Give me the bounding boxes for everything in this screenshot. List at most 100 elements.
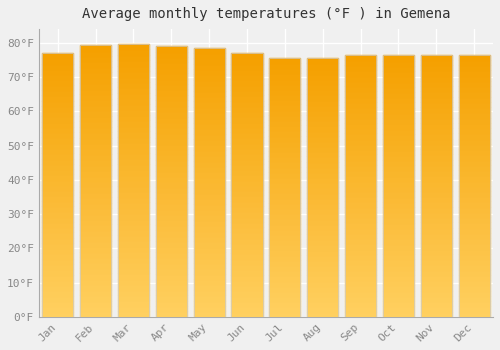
Bar [194,301,224,306]
Bar [345,160,376,165]
Bar [80,257,111,262]
Bar [270,208,300,213]
Bar [270,260,300,265]
Bar [42,296,74,301]
Bar [118,186,149,191]
Bar [270,203,300,208]
Bar [232,253,262,259]
Bar [118,60,149,66]
Bar [345,196,376,202]
Bar [80,301,111,306]
Bar [421,55,452,60]
Bar [232,217,262,222]
Bar [118,289,149,295]
Bar [383,134,414,139]
Bar [270,120,300,125]
Bar [270,281,300,286]
Bar [307,234,338,239]
Bar [307,214,338,218]
Bar [383,265,414,270]
Bar [421,128,452,133]
Bar [270,265,300,270]
Bar [270,239,300,244]
Bar [307,120,338,125]
Bar [307,193,338,198]
Bar [232,106,262,111]
Bar [232,169,262,174]
Bar [42,253,74,259]
Bar [383,160,414,165]
Bar [156,312,187,317]
Bar [118,109,149,115]
Bar [232,121,262,127]
Bar [80,241,111,246]
Bar [156,273,187,279]
Bar [345,128,376,133]
Bar [458,154,490,160]
Bar [421,244,452,248]
Bar [118,279,149,284]
Bar [232,222,262,227]
Bar [42,243,74,248]
Bar [80,290,111,295]
Bar [383,296,414,301]
Bar [345,118,376,123]
Bar [421,133,452,139]
Bar [118,44,149,317]
Bar [383,212,414,217]
Bar [421,191,452,196]
Bar [194,236,224,241]
Bar [307,89,338,94]
Bar [421,123,452,128]
Bar [383,197,414,202]
Bar [42,116,74,121]
Bar [156,295,187,301]
Bar [118,251,149,257]
Bar [42,121,74,127]
Bar [156,198,187,203]
Bar [194,102,224,107]
Bar [118,197,149,202]
Bar [194,172,224,177]
Bar [458,212,490,217]
Bar [118,115,149,120]
Bar [270,84,300,89]
Bar [345,296,376,301]
Bar [118,71,149,77]
Bar [345,312,376,317]
Bar [156,284,187,290]
Bar [383,55,414,317]
Bar [421,296,452,301]
Bar [270,177,300,182]
Bar [156,246,187,252]
Bar [118,230,149,235]
Bar [458,233,490,238]
Bar [194,128,224,134]
Bar [383,103,414,108]
Bar [232,185,262,190]
Bar [270,198,300,203]
Bar [232,296,262,301]
Bar [307,79,338,84]
Bar [421,149,452,154]
Bar [42,227,74,232]
Bar [156,165,187,171]
Bar [345,244,376,248]
Bar [118,49,149,55]
Bar [232,285,262,290]
Bar [458,118,490,123]
Bar [383,301,414,306]
Bar [383,259,414,265]
Bar [421,154,452,160]
Bar [42,138,74,143]
Bar [42,312,74,317]
Bar [156,133,187,138]
Bar [194,118,224,123]
Bar [232,69,262,74]
Bar [270,229,300,234]
Bar [421,248,452,254]
Bar [383,238,414,244]
Bar [345,248,376,254]
Bar [80,165,111,170]
Bar [421,228,452,233]
